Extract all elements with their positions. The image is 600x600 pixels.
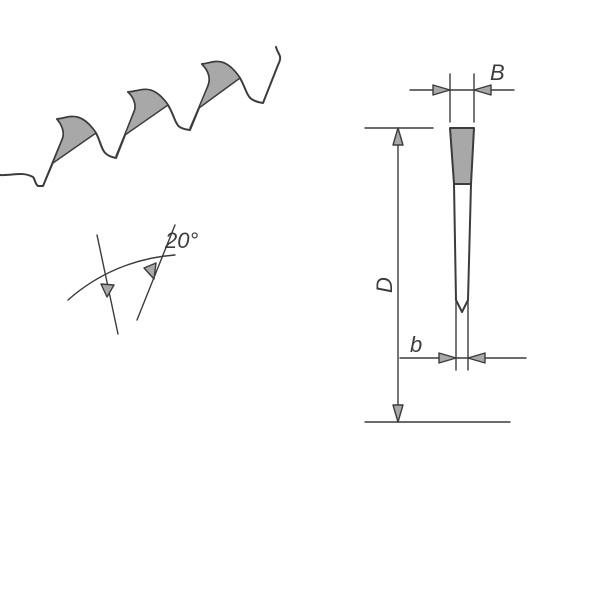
angle-arrow-2	[144, 263, 156, 279]
side-view: D B b	[365, 60, 526, 422]
dimension-big-b-label: B	[490, 60, 505, 85]
angle-indicator: 20°	[68, 225, 198, 334]
dimension-d: D	[365, 128, 510, 422]
dimension-d-label: D	[372, 277, 397, 293]
tooth-tip-3	[190, 62, 240, 128]
tooth-tip-2	[116, 89, 168, 156]
teeth-profile	[0, 47, 280, 186]
angle-arrow-1	[101, 284, 114, 297]
dimension-big-b: B	[410, 60, 514, 122]
dimension-small-b-label: b	[410, 332, 422, 357]
angle-label: 20°	[164, 228, 198, 253]
saw-blade-diagram: 20° D B b	[0, 0, 600, 600]
side-body	[454, 184, 471, 312]
tooth-tip-1	[44, 117, 96, 184]
angle-arc	[68, 255, 175, 300]
